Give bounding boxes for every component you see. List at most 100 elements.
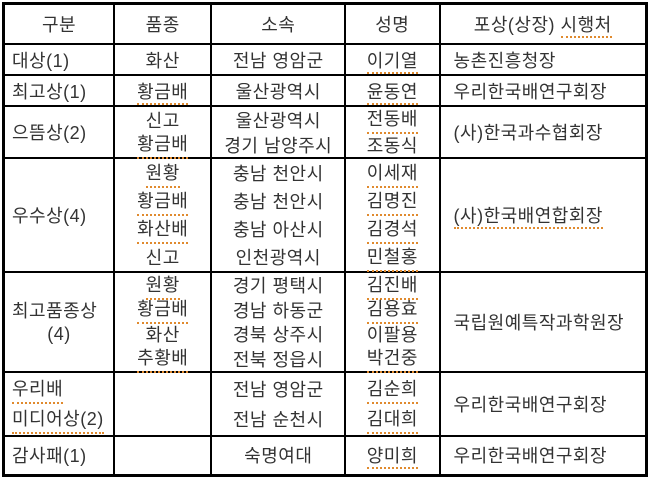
- column-header-name: 성명: [344, 2, 441, 45]
- cell-text-spellchecked: 미디어상(2): [12, 405, 104, 434]
- cell-text: 화산: [145, 50, 180, 71]
- cell-affiliation: 경기 평택시 경남 하동군 경북 상주시 전북 정읍시: [210, 271, 347, 373]
- cell-text: 화산: [145, 325, 180, 346]
- cell-text-spellchecked: 김경석: [366, 215, 418, 244]
- cell-text: 이팔용: [366, 325, 418, 346]
- cell-text-spellchecked: 추황배: [137, 344, 189, 374]
- cell-text: (4): [47, 323, 71, 344]
- cell-award-org: 우리한국배연구회장: [438, 74, 648, 107]
- cell-text: 대상(1): [12, 50, 70, 71]
- cell-text: 전남 영암군: [232, 380, 324, 400]
- cell-text-spellchecked: 김진배: [366, 271, 418, 300]
- cell-text: 경남 하동군: [232, 300, 324, 321]
- header-text: 구분: [41, 15, 77, 35]
- award-table: 구분 품종 소속 성명 포상(상장) 시행처 대상(1) 화산 전남 영암군 이…: [2, 2, 648, 477]
- table-body: 대상(1) 화산 전남 영암군 이기열 농촌진흥청장 최고상(1) 황금배 울산…: [2, 43, 648, 476]
- cell-text: 충남 아산시: [232, 220, 324, 240]
- cell-text-spellchecked: 황금배: [137, 130, 189, 159]
- cell-text-spellchecked: 김순희: [366, 375, 418, 404]
- cell-text-spellchecked: 박건중: [366, 344, 418, 374]
- cell-text-spellchecked: 이세재: [366, 159, 418, 188]
- cell-affiliation: 전남 영암군: [210, 43, 347, 76]
- cell-category: 감사패(1): [2, 435, 116, 476]
- cell-category: 으뜸상(2): [2, 105, 116, 159]
- cell-text: 국립원예특작과학원장: [453, 313, 625, 333]
- cell-variety: 신고 황금배: [113, 105, 213, 159]
- cell-text: 우리한국배연구회장: [453, 395, 608, 415]
- cell-text: 조동식: [366, 135, 418, 156]
- cell-text-spellchecked: 이기열: [366, 50, 418, 74]
- table-row-daesang: 대상(1) 화산 전남 영암군 이기열 농촌진흥청장: [2, 43, 648, 76]
- cell-text: (사)한국과수협회장: [453, 123, 603, 143]
- cell-text-spellchecked: 김대희: [366, 405, 418, 434]
- table-row-usooosang: 우수상(4) 원황 황금배 화산배 신고 충남 천안시 충남 천안시 충남 아산…: [2, 157, 648, 273]
- cell-text-spellchecked: (사)한국배연합회장: [453, 206, 603, 229]
- cell-affiliation: 전남 영암군 전남 순천시: [210, 371, 347, 437]
- cell-text: 최고상(1): [12, 81, 87, 102]
- cell-name: 김순희 김대희: [344, 371, 441, 437]
- cell-text-spellchecked: 양미희: [366, 446, 418, 470]
- cell-variety: 원황 황금배 화산 추황배: [113, 271, 213, 374]
- cell-variety-empty: [113, 435, 213, 476]
- cell-text: 울산광역시: [235, 81, 321, 102]
- cell-text-spellchecked: 우리배: [12, 375, 64, 404]
- cell-text: 전남 영암군: [232, 50, 324, 71]
- cell-text: 충남 천안시: [232, 164, 324, 184]
- cell-text-spellchecked: 김용효: [366, 295, 418, 325]
- cell-category: 우수상(4): [2, 157, 116, 273]
- cell-name: 이세재 김명진 김경석 민철홍: [344, 157, 441, 273]
- header-text: 포상(상장): [473, 15, 561, 35]
- table-row-choegopumjongsang: 최고품종상 (4) 원황 황금배 화산 추황배 경기 평택시 경남 하동군 경북…: [2, 271, 648, 374]
- table-row-eutteumsang: 으뜸상(2) 신고 황금배 울산광역시 경기 남양주시 전동배 조동식 (사)한…: [2, 105, 648, 159]
- table-header: 구분 품종 소속 성명 포상(상장) 시행처: [2, 2, 648, 45]
- cell-variety-empty: [113, 371, 213, 437]
- cell-text-spellchecked: 황금배: [137, 81, 189, 105]
- cell-text: 숙명여대: [244, 446, 313, 467]
- cell-category: 최고상(1): [2, 74, 116, 107]
- cell-text: 인천광역시: [235, 248, 321, 268]
- cell-text: 신고: [145, 248, 180, 268]
- cell-category: 우리배 미디어상(2): [2, 371, 116, 437]
- column-header-category: 구분: [2, 2, 116, 45]
- cell-affiliation: 울산광역시: [210, 74, 347, 107]
- cell-text: 울산광역시: [235, 110, 321, 131]
- cell-variety: 원황 황금배 화산배 신고: [113, 157, 213, 273]
- cell-text-spellchecked: 황금배: [137, 187, 189, 216]
- cell-text-spellchecked: 화산배: [137, 215, 189, 244]
- cell-text: 우수상(4): [12, 206, 87, 226]
- cell-text: 전북 정읍시: [232, 349, 324, 370]
- header-text: 품종: [145, 15, 180, 35]
- cell-variety: 화산: [113, 43, 213, 76]
- cell-award-org: 우리한국배연구회장: [438, 435, 648, 476]
- cell-text-spellchecked: 원황: [145, 271, 180, 300]
- header-text: 소속: [261, 15, 296, 35]
- cell-name: 김진배 김용효 이팔용 박건중: [344, 271, 441, 374]
- cell-text: 으뜸상(2): [12, 123, 87, 143]
- cell-affiliation: 충남 천안시 충남 천안시 충남 아산시 인천광역시: [210, 157, 347, 273]
- cell-text: 농촌진흥청장: [453, 50, 556, 71]
- cell-award-org: (사)한국과수협회장: [438, 105, 648, 159]
- cell-name: 윤동연: [344, 74, 441, 107]
- cell-text: 우리한국배연구회장: [453, 446, 608, 467]
- cell-text: 경기 남양주시: [224, 135, 333, 156]
- cell-text: 전남 순천시: [232, 410, 324, 430]
- cell-award-org: 국립원예특작과학원장: [438, 271, 648, 373]
- cell-text: 경북 상주시: [232, 325, 324, 346]
- cell-variety: 황금배: [113, 74, 213, 107]
- table-row-gamsapae: 감사패(1) 숙명여대 양미희 우리한국배연구회장: [2, 435, 648, 476]
- cell-category: 최고품종상 (4): [2, 271, 116, 373]
- cell-affiliation: 울산광역시 경기 남양주시: [210, 105, 347, 159]
- cell-affiliation: 숙명여대: [210, 435, 347, 476]
- column-header-award-org: 포상(상장) 시행처: [438, 2, 648, 45]
- cell-text: 감사패(1): [12, 446, 87, 467]
- cell-text-spellchecked: 윤동연: [366, 81, 418, 105]
- cell-name: 양미희: [344, 435, 441, 476]
- cell-text: 최고품종상: [12, 300, 98, 321]
- cell-category: 대상(1): [2, 43, 116, 76]
- cell-award-org: (사)한국배연합회장: [438, 157, 648, 273]
- cell-text-spellchecked: 황금배: [137, 295, 189, 325]
- cell-text-spellchecked: 김명진: [366, 187, 418, 216]
- cell-text: 신고: [145, 110, 180, 131]
- column-header-variety: 품종: [113, 2, 213, 45]
- cell-text-spellchecked: 민철홍: [366, 243, 418, 272]
